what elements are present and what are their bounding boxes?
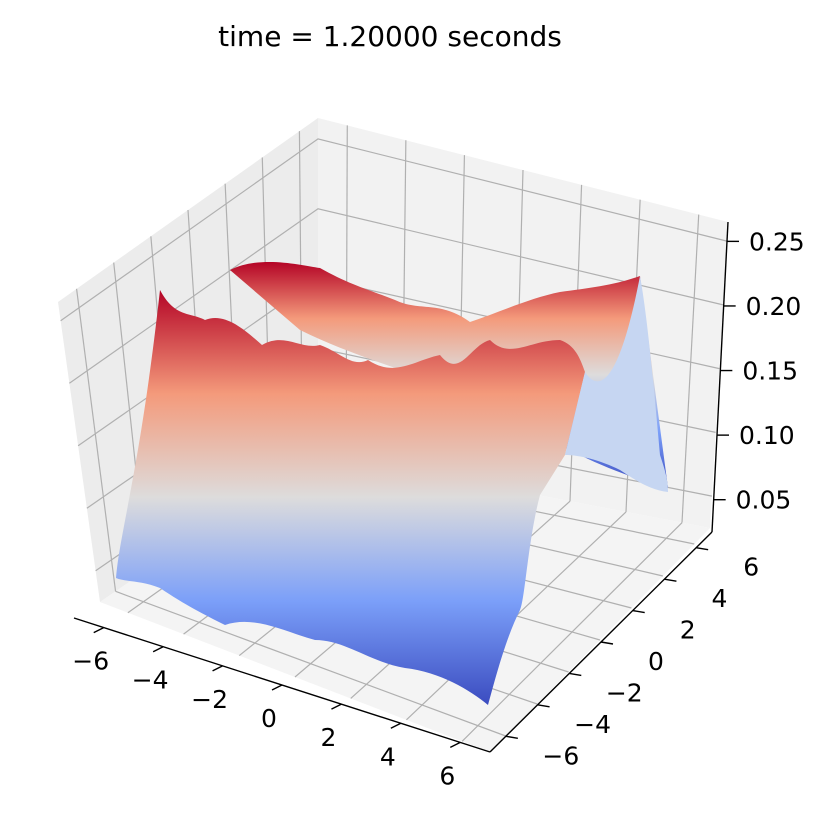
- z-grid: [69, 208, 724, 384]
- surface-plot: [116, 261, 668, 705]
- y-tick-label: −4: [574, 710, 611, 739]
- x-tick-mark: [93, 626, 105, 634]
- x-tick-label: 2: [320, 723, 336, 752]
- x-tick-label: −4: [132, 666, 169, 695]
- surface-right-edge: [565, 276, 668, 492]
- y-tick-label: 6: [743, 553, 759, 582]
- chart-title: time = 1.20000 seconds: [218, 20, 562, 53]
- x-tick-mark: [271, 684, 283, 691]
- floor-grid-y: [115, 590, 506, 737]
- y-tick-mark: [696, 547, 709, 551]
- z-grid: [60, 138, 728, 322]
- x-tick-mark: [212, 665, 223, 672]
- y-tick-label: −6: [542, 741, 579, 770]
- x-axis-ticks: −6 −4 −2 0 2 4 6: [72, 626, 461, 790]
- y-tick-label: 2: [680, 616, 696, 645]
- x-tick-label: −6: [72, 647, 109, 676]
- y-tick-mark: [600, 641, 614, 645]
- y-tick-label: −2: [606, 678, 643, 707]
- y-tick-label: 0: [648, 647, 664, 676]
- surface-front-sheet: [116, 290, 585, 705]
- back-grid-x: [681, 214, 700, 523]
- x-tick-label: −2: [191, 685, 228, 714]
- z-axis-line: [711, 221, 729, 533]
- y-tick-label: 4: [711, 584, 727, 613]
- y-tick-mark: [664, 578, 677, 582]
- z-tick-label: 0.10: [739, 421, 795, 450]
- z-tick-label: 0.20: [746, 292, 802, 321]
- x-tick-mark: [390, 722, 402, 729]
- y-tick-mark: [505, 735, 518, 739]
- left-grid-y: [75, 288, 117, 592]
- z-tick-label: 0.25: [749, 227, 805, 256]
- x-tick-mark: [449, 741, 461, 749]
- z-axis-ticks: 0.05 0.10 0.15 0.20 0.25: [713, 227, 805, 515]
- z-tick-label: 0.15: [742, 357, 798, 386]
- y-tick-mark: [569, 672, 582, 677]
- x-tick-label: 6: [439, 761, 455, 790]
- x-tick-mark: [152, 646, 164, 653]
- z-tick-label: 0.05: [736, 486, 792, 515]
- x-tick-mark: [331, 703, 342, 710]
- y-tick-mark: [632, 609, 645, 614]
- y-tick-mark: [537, 704, 550, 708]
- x-tick-label: 4: [380, 742, 396, 771]
- x-tick-label: 0: [261, 704, 277, 733]
